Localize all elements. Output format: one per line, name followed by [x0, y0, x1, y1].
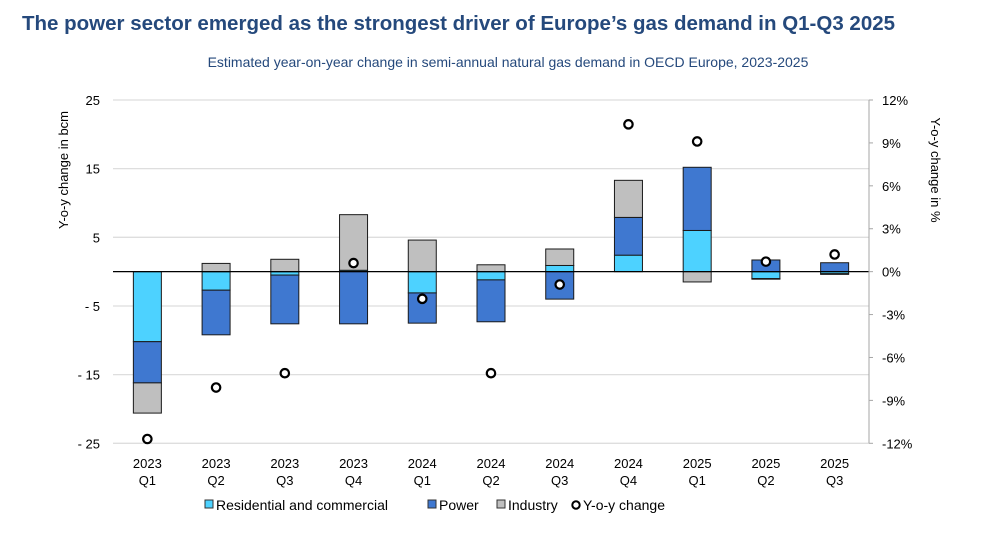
x-tick-label-year: 2023: [270, 456, 299, 471]
y-tick-label: 15: [86, 162, 100, 177]
y2-tick-label: 9%: [882, 136, 901, 151]
legend: Residential and commercial Power Industry Y…: [204, 497, 665, 513]
x-tick-label-quarter: Q3: [551, 473, 568, 488]
yoy-point: [485, 367, 497, 379]
bar-industry: [270, 258, 300, 273]
bar-residential-and-commercial: [132, 271, 162, 343]
yoy-point: [279, 367, 291, 379]
x-tick-label-quarter: Q2: [482, 473, 499, 488]
x-tick-label-year: 2025: [820, 456, 849, 471]
yoy-points: [142, 119, 840, 445]
y-tick-label: - 5: [85, 299, 100, 314]
legend-swatch: [427, 499, 437, 509]
x-tick-label-year: 2024: [408, 456, 437, 471]
chart-title: The power sector emerged as the stronges…: [22, 12, 895, 35]
legend-label: Industry: [508, 497, 558, 513]
y-axis-label: Y-o-y change in bcm: [56, 111, 71, 229]
y2-tick-label: -12%: [882, 436, 913, 451]
y2-tick-label: 12%: [882, 93, 908, 108]
x-tick-label-quarter: Q4: [345, 473, 362, 488]
x-tick-label-year: 2023: [339, 456, 368, 471]
x-tick-label-year: 2023: [202, 456, 231, 471]
x-tick-label-quarter: Q1: [689, 473, 706, 488]
yoy-point: [416, 293, 428, 305]
bar-industry: [751, 278, 781, 280]
bar-residential-and-commercial: [613, 254, 643, 273]
bar-industry: [820, 273, 850, 275]
y-tick-label: 25: [86, 93, 100, 108]
bar-power: [820, 262, 850, 273]
x-tick-label-year: 2023: [133, 456, 162, 471]
y-tick-label: - 25: [78, 436, 100, 451]
x-tick-label-year: 2025: [683, 456, 712, 471]
yoy-point: [554, 279, 566, 290]
legend-label: Power: [439, 497, 479, 513]
bar-power: [682, 166, 712, 231]
legend-swatch: [204, 499, 214, 509]
x-tick-label-year: 2024: [614, 456, 643, 471]
chart-subtitle: Estimated year-on-year change in semi-an…: [208, 54, 809, 70]
y2-tick-label: 0%: [882, 265, 901, 280]
bar-power: [339, 271, 369, 325]
bar-residential-and-commercial: [682, 229, 712, 273]
y2-tick-label: 6%: [882, 179, 901, 194]
axes: 25 15 5 - 5 - 15 - 25 12% 9% 6% 3% 0% -3% -6% -9% -12%…: [78, 93, 913, 488]
y2-tick-label: 3%: [882, 222, 901, 237]
y-tick-label: - 15: [78, 368, 100, 383]
yoy-point: [623, 119, 634, 130]
x-tick-label-quarter: Q4: [620, 473, 637, 488]
x-tick-label-quarter: Q3: [826, 473, 843, 488]
x-tick-label-quarter: Q3: [276, 473, 293, 488]
bar-power: [613, 216, 643, 256]
bar-industry: [407, 239, 437, 273]
bar-industry: [613, 179, 643, 218]
y2-axis-label: Y-o-y change in %: [928, 117, 943, 222]
yoy-point: [142, 433, 153, 445]
x-tick-label-quarter: Q2: [207, 473, 224, 488]
bar-power: [201, 289, 231, 336]
y2-tick-label: -3%: [882, 308, 906, 323]
yoy-point: [348, 257, 359, 269]
yoy-point: [210, 382, 222, 393]
legend-marker-yoy: [571, 500, 581, 510]
x-tick-label-year: 2024: [477, 456, 506, 471]
yoy-point: [691, 136, 703, 147]
bar-power: [132, 341, 162, 384]
bar-industry: [682, 271, 712, 283]
bar-industry: [545, 248, 575, 266]
x-tick-label-year: 2025: [751, 456, 780, 471]
bar-power: [476, 279, 506, 323]
bar-industry: [132, 382, 162, 414]
y2-tick-label: -9%: [882, 393, 906, 408]
bar-residential-and-commercial: [201, 271, 231, 291]
bar-residential-and-commercial: [751, 271, 781, 280]
x-tick-label-quarter: Q2: [757, 473, 774, 488]
legend-label: Residential and commercial: [216, 497, 388, 513]
legend-swatch: [496, 499, 506, 509]
x-tick-label-quarter: Q1: [414, 473, 431, 488]
bar-residential-and-commercial: [407, 271, 437, 294]
y-tick-label: 5: [93, 230, 100, 245]
yoy-point: [829, 249, 840, 260]
x-tick-label-year: 2024: [545, 456, 574, 471]
bar-residential-and-commercial: [545, 264, 575, 273]
x-tick-label-quarter: Q1: [139, 473, 156, 488]
bar-industry: [476, 264, 506, 273]
legend-label: Y-o-y change: [583, 497, 665, 513]
bar-power: [270, 274, 300, 325]
y2-tick-label: -6%: [882, 350, 906, 365]
yoy-point: [760, 256, 772, 267]
bar-residential-and-commercial: [476, 271, 506, 281]
bar-industry: [201, 262, 231, 273]
